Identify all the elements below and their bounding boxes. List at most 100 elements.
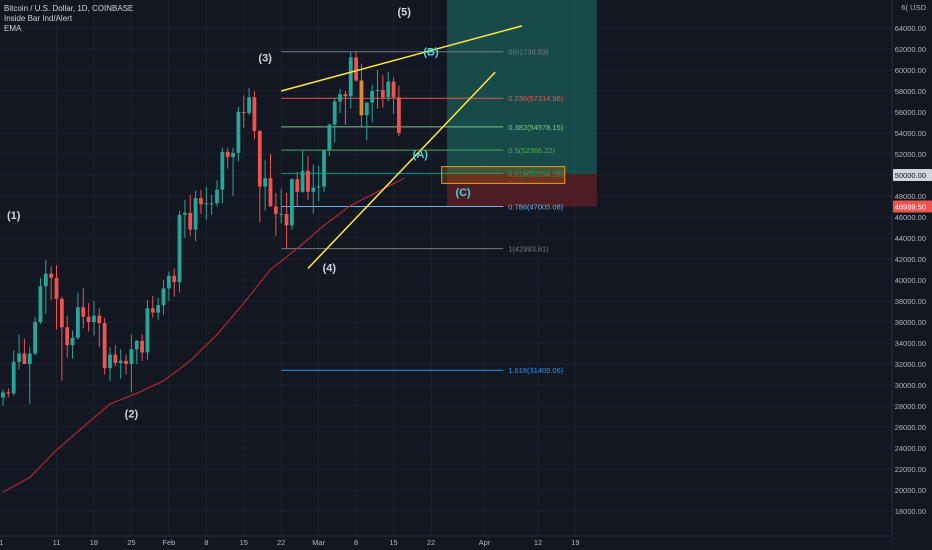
time-tick-label: 8 (354, 538, 358, 547)
candle-body (177, 214, 182, 283)
candle-body (204, 203, 209, 205)
candle-body (129, 349, 134, 364)
fib-level-label: 0.786(47005.08) (508, 202, 564, 211)
candle-body (220, 151, 225, 190)
time-tick-label: 15 (240, 538, 248, 547)
candle-body (145, 308, 150, 353)
candle-body (241, 112, 246, 114)
candle-body (65, 327, 70, 346)
ema-overlay (2, 177, 405, 493)
time-tick-label: Apr (479, 538, 491, 547)
candles (1, 52, 401, 406)
candle-body (102, 323, 107, 369)
symbol-title[interactable]: Bitcoin / U.S. Dollar, 1D, COINBASE (4, 4, 134, 13)
price-tick-label: 26000.00 (895, 423, 926, 432)
time-axis-background (0, 536, 892, 550)
fib-level-label: 0.382(54578.15) (508, 123, 564, 132)
candle-body (49, 273, 54, 278)
fib-level-label: 1.618(31409.06) (508, 366, 564, 375)
risk-reward-boxes[interactable] (447, 0, 597, 207)
candle-body (380, 89, 385, 98)
candle-body (81, 307, 86, 317)
candle-body (306, 170, 310, 192)
candle-body (268, 178, 273, 207)
candle-body (370, 91, 375, 103)
price-tick-label: 28000.00 (895, 402, 926, 411)
price-tick-label: 32000.00 (895, 360, 926, 369)
candle-body (327, 124, 332, 150)
candle-body (1, 392, 5, 398)
candle-body (359, 80, 364, 116)
candle-body (156, 305, 161, 313)
crosshair-price-badge[interactable] (893, 169, 932, 181)
candle-body (332, 101, 337, 125)
price-tick-label: 60000.00 (895, 66, 926, 75)
time-axis[interactable]: 2021 11 18 25 Feb 8 15 22 Mar 8 15 22 Apr 12 19 (0, 535, 892, 550)
candle-body (43, 273, 48, 287)
candle-body (113, 354, 118, 363)
candle-body (316, 186, 321, 188)
candle-body (54, 277, 59, 299)
candle-body (27, 353, 32, 364)
candle-body (97, 315, 102, 324)
indicator-ema[interactable]: EMA (4, 24, 22, 33)
price-tick-label: 64000.00 (895, 24, 926, 33)
candle-body (17, 353, 21, 362)
drawings[interactable] (281, 25, 566, 269)
price-tick-label: 40000.00 (895, 276, 926, 285)
candle-body (290, 179, 294, 226)
wedge-upper-trendline[interactable] (281, 25, 523, 92)
time-tick-label: 2021 (0, 538, 3, 547)
profit-target-box[interactable] (447, 0, 597, 174)
candle-body (225, 151, 230, 158)
last-price-badge[interactable] (893, 200, 932, 213)
candle-body (118, 360, 123, 363)
candle-body (199, 198, 203, 205)
time-tick-label: 12 (534, 538, 542, 547)
elliott-wave-label: (4) (323, 263, 337, 275)
candle-body (257, 130, 262, 187)
candle-body (231, 152, 235, 158)
price-axis[interactable]: 64000.00 62000.00 60000.00 58000.00 56000.00… (891, 0, 932, 550)
candle-body (70, 337, 75, 346)
candle-body (86, 316, 91, 322)
price-tick-label: 34000.00 (895, 339, 926, 348)
price-tick-label: 54000.00 (895, 129, 926, 138)
candle-body (391, 81, 396, 98)
candle-body (108, 354, 112, 369)
chart-legend: Bitcoin / U.S. Dollar, 1D, COINBASE Insi… (4, 4, 133, 34)
elliott-wave-label: (B) (423, 46, 439, 58)
time-tick-label: 22 (427, 538, 435, 547)
candle-body (33, 322, 37, 354)
crosshair-price-label: 50000.00 (895, 171, 926, 180)
fib-level-label: 0(61738.83) (508, 48, 549, 57)
candle-body (348, 57, 353, 97)
elliott-wave-label: (2) (125, 409, 139, 421)
wave-labels: (1) (2) (3) (4) (5) (B) (A) (C) (7, 6, 471, 420)
candle-body (188, 212, 193, 230)
stop-loss-box[interactable] (447, 173, 597, 207)
fib-level-label: 0.618(50154.28) (508, 169, 564, 178)
price-axis-unit: 6( USD (901, 3, 926, 12)
candle-body (166, 275, 171, 289)
wedge-lower-trendline[interactable] (307, 71, 496, 269)
time-tick-label: Mar (312, 538, 325, 547)
elliott-wave-label: (1) (7, 210, 21, 222)
indicator-inside-bar[interactable]: Inside Bar Ind/Alert (4, 14, 73, 23)
price-tick-label: 20000.00 (895, 486, 926, 495)
time-tick-label: 19 (571, 538, 579, 547)
candle-body (134, 340, 139, 350)
price-tick-label: 52000.00 (895, 150, 926, 159)
candle-body (338, 94, 342, 102)
candle-body (284, 213, 289, 226)
price-tick-label: 30000.00 (895, 381, 926, 390)
fibonacci-retracement[interactable]: 0(61738.83) 0.236(57314.96) 0.382(54578.15… (281, 48, 564, 375)
target-zone-box[interactable] (441, 166, 566, 184)
elliott-wave-label: (5) (398, 6, 412, 18)
price-tick-label: 38000.00 (895, 297, 926, 306)
candle-body (22, 353, 27, 364)
time-tick-label: 25 (127, 538, 135, 547)
elliott-wave-label: (C) (455, 187, 471, 199)
price-tick-label: 56000.00 (895, 108, 926, 117)
